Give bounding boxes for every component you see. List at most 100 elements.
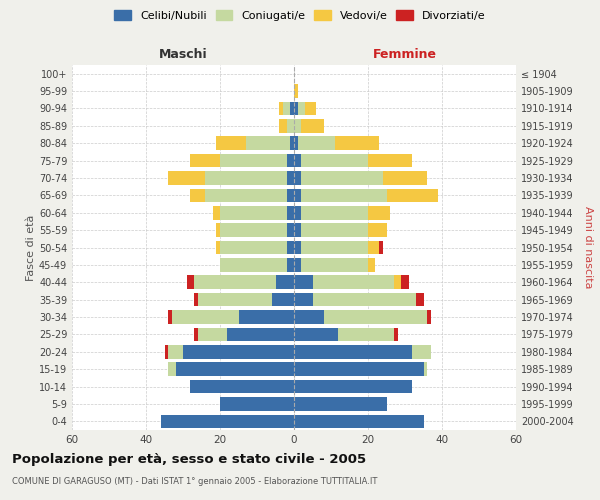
Bar [294, 362, 424, 376]
Bar [368, 154, 412, 168]
Bar [301, 119, 323, 132]
Y-axis label: Fasce di età: Fasce di età [26, 214, 36, 280]
Bar [368, 224, 386, 237]
Bar [412, 345, 431, 358]
Text: Femmine: Femmine [373, 48, 437, 62]
Bar [368, 240, 379, 254]
Bar [301, 258, 368, 272]
Bar [190, 154, 220, 168]
Bar [239, 310, 294, 324]
Bar [305, 102, 316, 115]
Text: COMUNE DI GARAGUSO (MT) - Dati ISTAT 1° gennaio 2005 - Elaborazione TUTTITALIA.I: COMUNE DI GARAGUSO (MT) - Dati ISTAT 1° … [12, 478, 377, 486]
Bar [298, 136, 335, 150]
Bar [301, 224, 368, 237]
Bar [220, 224, 287, 237]
Bar [294, 188, 301, 202]
Bar [298, 102, 305, 115]
Text: Popolazione per età, sesso e stato civile - 2005: Popolazione per età, sesso e stato civil… [12, 452, 366, 466]
Bar [301, 188, 386, 202]
Bar [205, 188, 287, 202]
Bar [272, 293, 294, 306]
Bar [424, 362, 427, 376]
Bar [287, 240, 294, 254]
Bar [394, 328, 398, 341]
Bar [427, 310, 431, 324]
Bar [290, 136, 294, 150]
Y-axis label: Anni di nascita: Anni di nascita [583, 206, 593, 289]
Bar [313, 293, 416, 306]
Bar [168, 171, 205, 185]
Bar [383, 171, 427, 185]
Bar [368, 206, 390, 220]
Bar [294, 328, 338, 341]
Bar [279, 102, 283, 115]
Bar [379, 240, 383, 254]
Bar [368, 258, 376, 272]
Bar [401, 276, 409, 289]
Bar [279, 119, 287, 132]
Bar [220, 258, 287, 272]
Bar [194, 276, 275, 289]
Bar [294, 136, 298, 150]
Bar [220, 397, 294, 410]
Bar [294, 171, 301, 185]
Bar [301, 240, 368, 254]
Bar [294, 397, 386, 410]
Bar [294, 154, 301, 168]
Bar [294, 276, 313, 289]
Bar [246, 136, 290, 150]
Bar [394, 276, 401, 289]
Bar [187, 276, 194, 289]
Bar [283, 102, 290, 115]
Bar [294, 293, 313, 306]
Bar [287, 188, 294, 202]
Bar [294, 414, 424, 428]
Bar [294, 240, 301, 254]
Bar [220, 206, 287, 220]
Bar [194, 328, 198, 341]
Bar [190, 380, 294, 394]
Bar [294, 258, 301, 272]
Bar [220, 240, 287, 254]
Bar [198, 328, 227, 341]
Bar [335, 136, 379, 150]
Bar [290, 102, 294, 115]
Bar [294, 380, 412, 394]
Bar [164, 345, 168, 358]
Bar [287, 154, 294, 168]
Bar [217, 136, 246, 150]
Bar [217, 224, 220, 237]
Bar [301, 171, 383, 185]
Bar [323, 310, 427, 324]
Bar [212, 206, 220, 220]
Bar [294, 206, 301, 220]
Bar [275, 276, 294, 289]
Bar [386, 188, 438, 202]
Bar [220, 154, 287, 168]
Bar [294, 84, 298, 98]
Bar [301, 206, 368, 220]
Bar [338, 328, 394, 341]
Bar [301, 154, 368, 168]
Bar [168, 345, 183, 358]
Bar [217, 240, 220, 254]
Bar [190, 188, 205, 202]
Bar [161, 414, 294, 428]
Bar [227, 328, 294, 341]
Bar [183, 345, 294, 358]
Bar [168, 362, 176, 376]
Bar [287, 171, 294, 185]
Bar [287, 258, 294, 272]
Bar [176, 362, 294, 376]
Bar [172, 310, 239, 324]
Bar [294, 102, 298, 115]
Bar [294, 224, 301, 237]
Bar [198, 293, 272, 306]
Legend: Celibi/Nubili, Coniugati/e, Vedovi/e, Divorziati/e: Celibi/Nubili, Coniugati/e, Vedovi/e, Di… [110, 6, 490, 25]
Bar [294, 119, 301, 132]
Bar [168, 310, 172, 324]
Bar [287, 119, 294, 132]
Text: Maschi: Maschi [158, 48, 208, 62]
Bar [294, 345, 412, 358]
Bar [287, 224, 294, 237]
